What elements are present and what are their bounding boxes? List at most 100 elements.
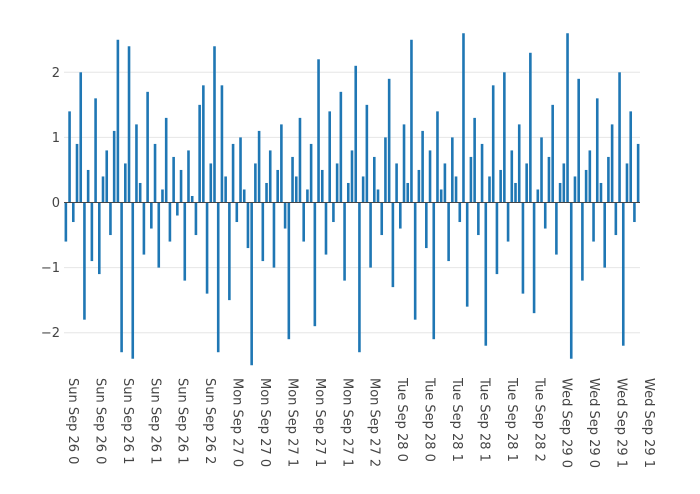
bar [187,150,190,203]
bar [172,156,175,203]
bar [536,189,540,203]
bar [410,39,413,203]
bar [458,202,462,223]
bar [228,202,231,301]
bar [335,163,339,203]
bar [514,182,517,203]
bar [231,143,235,203]
bar [618,72,621,203]
bar [328,111,331,203]
bar [116,39,120,203]
bar [205,202,209,294]
bar [176,202,179,216]
bar [373,156,376,203]
bar [246,202,250,249]
bar [202,85,205,203]
bar [562,163,566,203]
bar [443,163,447,203]
bar [332,202,335,223]
bar [146,91,149,203]
bar [209,163,213,203]
y-tick-label: 2 [52,66,60,81]
bar [276,169,279,203]
x-tick-label: Tue Sep 28 0 [422,377,437,462]
bar [547,156,551,203]
bar [369,202,372,268]
bar [190,195,194,203]
bar [324,202,328,255]
bar [346,182,350,203]
x-tick-label: Tue Sep 28 1 [504,377,519,462]
y-tick-label: 0 [52,196,60,211]
bar [124,163,127,203]
bar [387,78,391,203]
bar [451,137,454,203]
bar [112,130,116,203]
y-tick-label: −2 [41,326,60,341]
bar [242,189,246,203]
bar [577,78,580,203]
bar [566,33,569,203]
x-tick-label: Sun Sep 26 2 [202,378,217,464]
bar [302,202,305,242]
bar [614,202,618,236]
bar [317,59,320,203]
grid-layer [64,71,640,334]
bar [625,163,629,203]
bar [610,124,614,203]
x-tick-label: Sun Sep 26 1 [120,378,135,464]
bar [220,85,224,203]
bar [599,182,603,203]
bar [592,202,595,242]
bar [257,130,261,203]
bar [161,189,164,203]
bar [306,189,309,203]
bar [581,202,584,281]
bar [607,156,610,203]
bar [432,202,436,340]
bar [540,137,543,203]
bar [395,163,398,203]
bar [157,202,161,268]
bar [120,202,123,353]
bar [380,202,384,236]
bar [131,202,135,359]
y-tick-label: 1 [52,131,60,146]
x-tick-label: Tue Sep 28 2 [531,377,546,462]
x-tick-label: Tue Sep 28 1 [449,377,464,462]
x-tick-label: Tue Sep 28 1 [476,377,491,462]
bar [250,202,253,366]
bar [636,143,640,203]
bar [402,124,406,203]
bar [68,111,71,203]
bar [94,98,97,203]
bar [109,202,112,236]
bar [447,202,450,262]
bar [98,202,101,275]
bar [495,202,499,275]
bar [621,202,625,346]
bar [499,169,502,203]
bar [135,124,138,203]
bar [294,176,298,203]
bar [150,202,153,229]
bar [138,182,142,203]
bar [436,111,439,203]
bar [477,202,480,236]
bar [521,202,525,294]
bar [543,202,547,229]
bar [391,202,395,288]
bar [532,202,536,314]
bar [558,182,562,203]
x-tick-label: Mon Sep 27 2 [367,378,382,467]
x-tick-label: Wed Sep 29 0 [559,378,574,468]
bar [339,91,343,203]
bar [484,202,488,346]
bar [298,117,302,203]
x-tick-label: Mon Sep 27 1 [339,378,354,467]
bar [365,104,369,203]
bar [588,150,592,203]
x-tick-label: Wed Sep 29 1 [614,378,629,468]
bar [421,130,424,203]
y-tick-label: −1 [41,261,60,276]
